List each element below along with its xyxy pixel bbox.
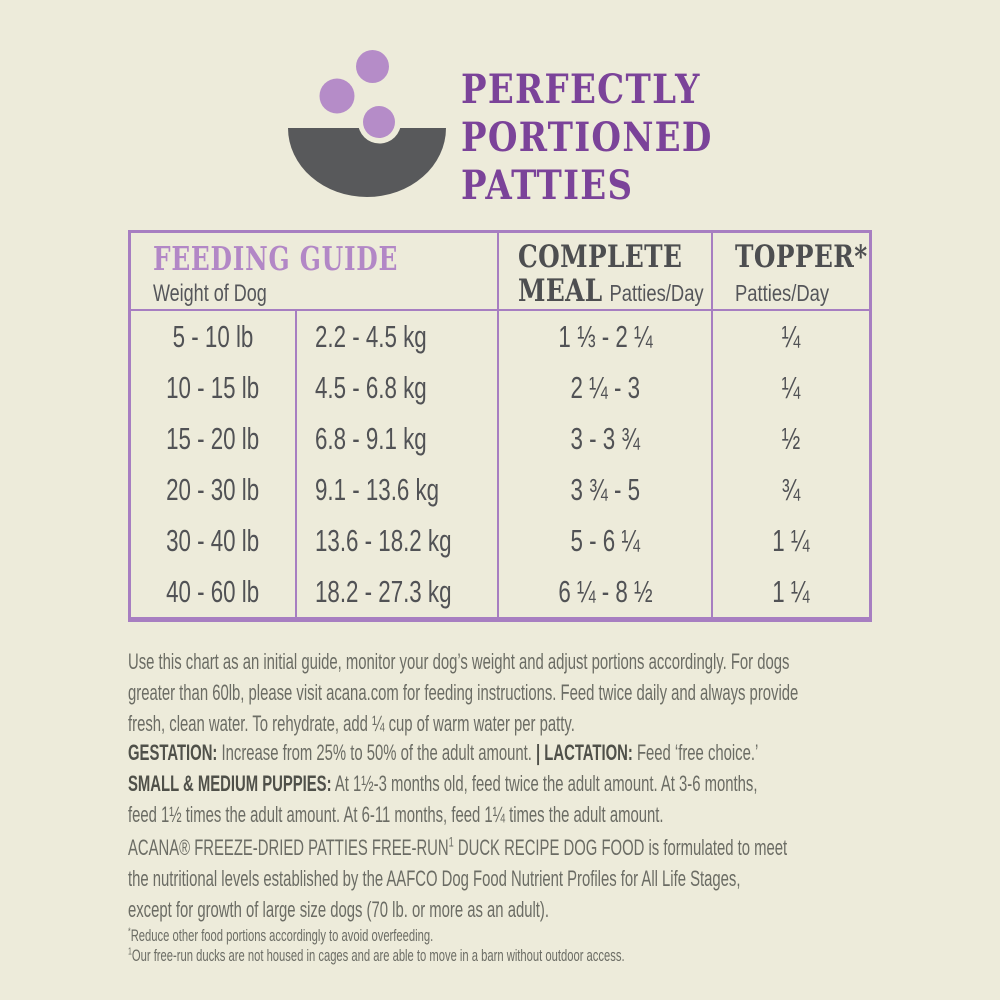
header-cell-topper: TOPPER* Patties/Day [711, 233, 869, 309]
page-title-line: PATTIES [461, 162, 634, 209]
cell-weight-lb: 30 - 40 lb [166, 522, 260, 558]
cell-weight-kg: 9.1 - 13.6 kg [295, 464, 497, 515]
topper-patties-per-day-label: Patties/Day [735, 280, 830, 306]
cell-topper-patties: ¼ [711, 362, 869, 413]
table-row: 15 - 20 lb 6.8 - 9.1 kg 3 - 3 ¾ ½ [131, 413, 869, 464]
footnote-free-run: 1Our free-run ducks are not housed in ca… [128, 946, 625, 965]
free-run-footnote-marker: 1 [448, 833, 454, 850]
header-cell-weight: FEEDING GUIDE Weight of Dog [131, 233, 497, 309]
table-row: 40 - 60 lb 18.2 - 27.3 kg 6 ¼ - 8 ½ 1 ¼ [131, 566, 869, 617]
page-title-line: PORTIONED [461, 114, 713, 161]
bowl-icon [288, 50, 446, 197]
cell-meal-patties: 1 ⅓ - 2 ¼ [497, 311, 711, 362]
patty-circle-left [319, 78, 355, 114]
cell-meal-patties: 6 ¼ - 8 ½ [497, 566, 711, 617]
page-title-line: PERFECTLY [461, 66, 701, 113]
cell-topper-patties: 1 ¼ [711, 515, 869, 566]
topper-label: TOPPER* [735, 239, 868, 275]
table-row: 20 - 30 lb 9.1 - 13.6 kg 3 ¾ - 5 ¾ [131, 464, 869, 515]
bowl-shape [288, 128, 446, 197]
table-header-row: FEEDING GUIDE Weight of Dog COMPLETE MEA… [131, 233, 869, 311]
cell-topper-patties: ½ [711, 413, 869, 464]
aafco-statement: ACANA® FREEZE-DRIED PATTIES FREE-RUN1 DU… [128, 832, 787, 925]
table-row: 5 - 10 lb 2.2 - 4.5 kg 1 ⅓ - 2 ¼ ¼ [131, 311, 869, 362]
footnote-topper: *Reduce other food portions accordingly … [128, 926, 434, 945]
usage-instructions: Use this chart as an initial guide, moni… [128, 646, 798, 739]
complete-meal-label-line1: COMPLETE [518, 239, 683, 275]
cell-weight-lb: 5 - 10 lb [172, 318, 254, 354]
cell-topper-patties: ¾ [711, 464, 869, 515]
cell-topper-patties: 1 ¼ [711, 566, 869, 617]
usage-line: greater than 60lb, please visit acana.co… [128, 680, 799, 705]
aafco-line: ACANA® FREEZE-DRIED PATTIES FREE-RUN1 DU… [128, 833, 788, 860]
cell-weight-kg: 13.6 - 18.2 kg [295, 515, 497, 566]
feeding-guide-heading: FEEDING GUIDE [153, 239, 399, 278]
feeding-guide-table: FEEDING GUIDE Weight of Dog COMPLETE MEA… [128, 230, 872, 622]
cell-meal-patties: 5 - 6 ¼ [497, 515, 711, 566]
cell-weight-lb: 15 - 20 lb [166, 420, 260, 456]
cell-topper-patties: ¼ [711, 311, 869, 362]
cell-meal-patties: 3 - 3 ¾ [497, 413, 711, 464]
one-marker: 1 [128, 946, 132, 958]
usage-line: Use this chart as an initial guide, moni… [128, 649, 790, 674]
cell-weight-lb: 40 - 60 lb [166, 573, 260, 609]
table-row: 10 - 15 lb 4.5 - 6.8 kg 2 ¼ - 3 ¼ [131, 362, 869, 413]
cell-weight-kg: 6.8 - 9.1 kg [295, 413, 497, 464]
footnotes: *Reduce other food portions accordingly … [128, 926, 625, 966]
table-row: 30 - 40 lb 13.6 - 18.2 kg 5 - 6 ¼ 1 ¼ [131, 515, 869, 566]
divider-bar: | [536, 740, 541, 765]
cell-meal-patties: 2 ¼ - 3 [497, 362, 711, 413]
patty-circle-bottom [363, 106, 395, 138]
header-cell-complete-meal: COMPLETE MEAL Patties/Day [497, 233, 711, 309]
cell-weight-lb: 20 - 30 lb [166, 471, 260, 507]
cell-weight-kg: 2.2 - 4.5 kg [295, 311, 497, 362]
meal-patties-per-day-label: Patties/Day [609, 280, 704, 306]
aafco-line: the nutritional levels established by th… [128, 866, 741, 891]
puppies-label: SMALL & MEDIUM PUPPIES: [128, 771, 332, 796]
usage-line: fresh, clean water. To rehydrate, add ¼ … [128, 711, 575, 736]
cell-weight-lb: 10 - 15 lb [166, 369, 260, 405]
gestation-label: GESTATION: [128, 740, 218, 765]
weight-of-dog-label: Weight of Dog [153, 280, 267, 307]
cell-meal-patties: 3 ¾ - 5 [497, 464, 711, 515]
cell-weight-kg: 18.2 - 27.3 kg [295, 566, 497, 617]
page-title: PERFECTLY PORTIONED PATTIES [461, 66, 713, 210]
complete-meal-label-line2: MEAL Patties/Day [518, 273, 704, 309]
puppies-line: SMALL & MEDIUM PUPPIES: At 1½-3 months o… [128, 771, 758, 796]
gestation-lactation-line: GESTATION: Increase from 25% to 50% of t… [128, 740, 759, 765]
puppies-line: feed 1½ times the adult amount. At 6-11 … [128, 802, 664, 827]
aafco-line: except for growth of large size dogs (70… [128, 897, 549, 922]
patty-circle-top [356, 50, 389, 83]
asterisk-marker: * [128, 926, 131, 938]
cell-weight-kg: 4.5 - 6.8 kg [295, 362, 497, 413]
life-stage-notes: GESTATION: Increase from 25% to 50% of t… [128, 737, 758, 830]
lactation-label: LACTATION: [540, 740, 633, 765]
